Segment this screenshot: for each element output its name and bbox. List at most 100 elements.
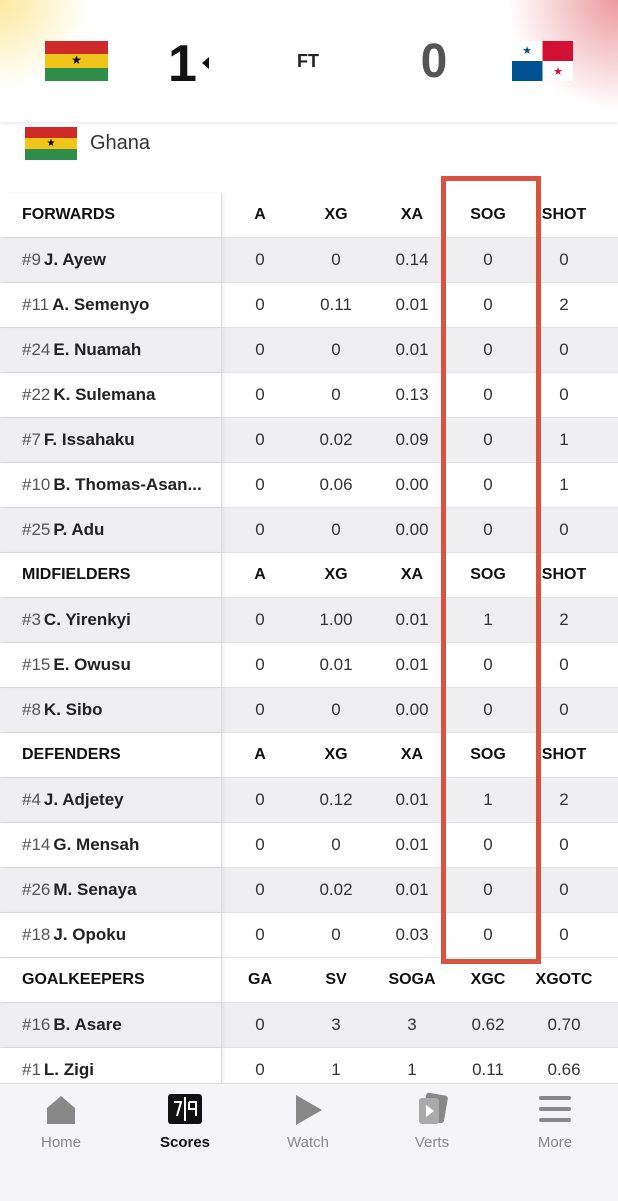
watch-icon [296, 1095, 322, 1125]
home-score: 1 [168, 35, 197, 93]
home-icon [47, 1096, 75, 1124]
player-cell: #3 C. Yirenkyi [0, 598, 222, 642]
stat-cell: 0.66 [547, 1060, 581, 1079]
stat-cell: 0 [559, 520, 569, 539]
stat-cell: 0.03 [395, 925, 429, 944]
player-cell: #22 K. Sulemana [0, 373, 222, 417]
stat-cell: 0.01 [395, 655, 429, 674]
stat-cell: 0 [483, 340, 493, 359]
stat-cell: 0 [255, 700, 265, 719]
player-row: #24 E. Nuamah 0 0 0.01 0 0 [0, 328, 618, 373]
stat-cell: 0 [483, 700, 493, 719]
player-name: G. Mensah [53, 835, 140, 854]
column-header: A [254, 566, 266, 583]
player-cell: #9 J. Ayew [0, 238, 222, 282]
stat-cell: 0 [255, 340, 265, 359]
nav-more[interactable]: More [500, 1084, 610, 1164]
player-row: #26 M. Senaya 0 0.02 0.01 0 0 [0, 868, 618, 913]
stat-cell: 0.70 [547, 1015, 581, 1034]
nav-label: Watch [287, 1134, 329, 1151]
stat-cell: 2 [559, 790, 569, 809]
player-cell: #18 J. Opoku [0, 913, 222, 957]
stat-cell: 0 [483, 475, 493, 494]
stat-cell: 1 [559, 430, 569, 449]
column-header: SOG [470, 746, 506, 763]
section-header-row: GOALKEEPERS GA SV SOGA XGC XGOTC [0, 958, 618, 1003]
player-number: #10 [22, 475, 51, 494]
section-title: GOALKEEPERS [0, 958, 222, 1002]
nav-label: Scores [159, 1134, 211, 1151]
highlight-box [441, 176, 541, 964]
verts-icon [419, 1092, 448, 1124]
player-cell: #15 E. Owusu [0, 643, 222, 687]
stat-cell: 0 [255, 430, 265, 449]
player-cell: #25 P. Adu [0, 508, 222, 552]
player-row: #15 E. Owusu 0 0.01 0.01 0 0 [0, 643, 618, 688]
player-name: B. Thomas-Asan... [53, 475, 202, 494]
player-row: #18 J. Opoku 0 0 0.03 0 0 [0, 913, 618, 958]
player-cell: #10 B. Thomas-Asan... [0, 463, 222, 507]
stat-cell: 0 [331, 925, 341, 944]
player-name: K. Sibo [43, 700, 103, 719]
nav-scores[interactable]: Scores [130, 1084, 240, 1164]
stat-cell: 0 [331, 250, 341, 269]
player-name: B. Asare [53, 1015, 122, 1034]
stat-cell: 0.01 [395, 790, 429, 809]
match-status: FT [297, 51, 319, 71]
player-row: #10 B. Thomas-Asan... 0 0.06 0.00 0 1 [0, 463, 618, 508]
column-header: XG [324, 206, 348, 223]
stat-cell: 0 [255, 295, 265, 314]
stat-cell: 0 [559, 385, 569, 404]
player-number: #24 [22, 340, 51, 359]
stat-cell: 0 [483, 250, 493, 269]
section-title: FORWARDS [0, 193, 222, 237]
player-number: #3 [22, 610, 41, 629]
team-flag: ★ [25, 127, 77, 160]
stat-cell: 1 [407, 1060, 417, 1079]
nav-home[interactable]: Home [6, 1084, 116, 1164]
player-number: #11 [22, 295, 50, 314]
stat-cell: 0.01 [395, 295, 429, 314]
stat-cell: 0.01 [395, 340, 429, 359]
stat-cell: 0.01 [395, 880, 429, 899]
section-header-row: MIDFIELDERS A XG XA SOG SHOT [0, 553, 618, 598]
stat-cell: 0 [331, 340, 341, 359]
stat-cell: 0 [483, 295, 493, 314]
column-header: SHOT [541, 206, 587, 223]
nav-label: Verts [414, 1134, 450, 1151]
player-name: C. Yirenkyi [43, 610, 131, 629]
stat-cell: 0 [559, 700, 569, 719]
player-name: K. Sulemana [53, 385, 156, 404]
stat-cell: 0 [255, 610, 265, 629]
section-header-row: DEFENDERS A XG XA SOG SHOT [0, 733, 618, 778]
panama-flag: ★★ [512, 41, 573, 81]
winner-arrow [202, 57, 209, 69]
player-cell: #16 B. Asare [0, 1003, 222, 1047]
stat-cell: 1 [331, 1060, 341, 1079]
stat-cell: 1 [483, 610, 493, 629]
scores-icon [168, 1094, 202, 1124]
player-cell: #1 L. Zigi [0, 1048, 222, 1092]
stat-cell: 0 [559, 880, 569, 899]
more-icon [539, 1096, 571, 1122]
column-header: SHOT [541, 566, 587, 583]
player-name: E. Nuamah [53, 340, 142, 359]
nav-watch[interactable]: Watch [253, 1084, 363, 1164]
svg-text:★: ★ [522, 45, 532, 57]
stat-cell: 0.62 [471, 1015, 505, 1034]
stat-cell: 0.02 [319, 430, 353, 449]
player-number: #4 [22, 790, 41, 809]
stat-cell: 0.01 [395, 610, 429, 629]
player-name: E. Owusu [53, 655, 131, 674]
stat-cell: 0 [255, 1060, 265, 1079]
stat-cell: 0 [331, 385, 341, 404]
column-header: SOG [470, 206, 506, 223]
nav-verts[interactable]: Verts [377, 1084, 487, 1164]
player-number: #8 [22, 700, 41, 719]
player-number: #14 [22, 835, 51, 854]
stat-cell: 0 [331, 700, 341, 719]
stat-cell: 2 [559, 610, 569, 629]
player-row: #14 G. Mensah 0 0 0.01 0 0 [0, 823, 618, 868]
stat-cell: 0 [483, 925, 493, 944]
stat-cell: 0 [483, 655, 493, 674]
